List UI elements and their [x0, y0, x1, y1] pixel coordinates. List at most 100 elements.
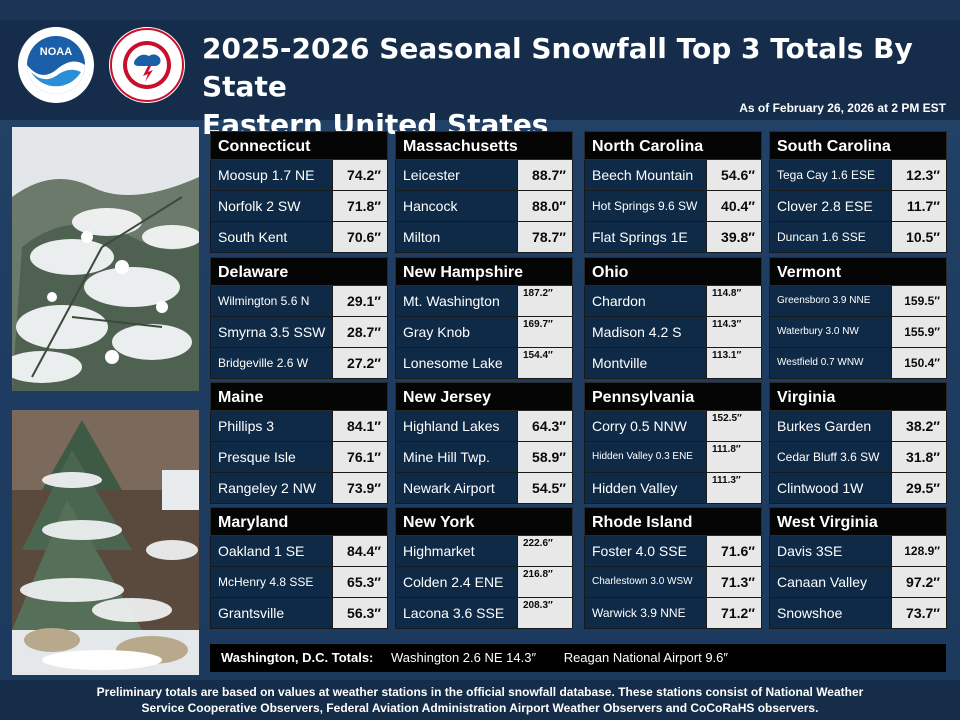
snowfall-total: 11.7″ [892, 191, 946, 221]
state-table-massachusetts: Massachusetts Leicester 88.7″ Hancock 88.0… [395, 131, 573, 253]
state-name: Pennsylvania [584, 382, 762, 411]
table-row: Leicester 88.7″ [395, 160, 573, 191]
snowfall-total: 113.1″ [707, 348, 761, 378]
snowfall-total: 73.9″ [333, 473, 387, 503]
snowfall-total: 31.8″ [892, 442, 946, 472]
snowy-pine-photo [12, 127, 199, 391]
table-row: Madison 4.2 S 114.3″ [584, 317, 762, 348]
footer-disclaimer: Preliminary totals are based on values a… [0, 680, 960, 720]
state-name: South Carolina [769, 131, 947, 160]
snowfall-total: 54.5″ [518, 473, 572, 503]
station-name: Foster 4.0 SSE [585, 536, 707, 566]
table-row: Hot Springs 9.6 SW 40.4″ [584, 191, 762, 222]
dc-total-reagan: Reagan National Airport 9.6″ [563, 650, 729, 665]
state-table-connecticut: Connecticut Moosup 1.7 NE 74.2″ Norfolk 2… [210, 131, 388, 253]
state-name: New Hampshire [395, 257, 573, 286]
table-row: Beech Mountain 54.6″ [584, 160, 762, 191]
snowfall-total: 71.3″ [707, 567, 761, 597]
snowfall-total: 111.8″ [707, 442, 761, 472]
snowfall-total: 114.8″ [707, 286, 761, 316]
state-table-new-hampshire: New Hampshire Mt. Washington 187.2″ Gray … [395, 257, 573, 379]
station-name: Lonesome Lake [396, 348, 518, 378]
snowfall-total: 71.2″ [707, 598, 761, 628]
station-name: Corry 0.5 NNW [585, 411, 707, 441]
state-table-new-jersey: New Jersey Highland Lakes 64.3″ Mine Hill… [395, 382, 573, 504]
snowfall-total: 71.6″ [707, 536, 761, 566]
snowfall-total: 169.7″ [518, 317, 572, 347]
snowfall-total: 12.3″ [892, 160, 946, 190]
table-row: Charlestown 3.0 WSW 71.3″ [584, 567, 762, 598]
table-row: Presque Isle 76.1″ [210, 442, 388, 473]
table-row: Davis 3SE 128.9″ [769, 536, 947, 567]
station-name: Smyrna 3.5 SSW [211, 317, 333, 347]
table-row: Hidden Valley 111.3″ [584, 473, 762, 504]
station-name: Hidden Valley 0.3 ENE [585, 442, 707, 472]
station-name: Clintwood 1W [770, 473, 892, 503]
table-row: Foster 4.0 SSE 71.6″ [584, 536, 762, 567]
table-row: Highland Lakes 64.3″ [395, 411, 573, 442]
table-row: Gray Knob 169.7″ [395, 317, 573, 348]
state-name: Virginia [769, 382, 947, 411]
station-name: South Kent [211, 222, 333, 252]
snowfall-total: 152.5″ [707, 411, 761, 441]
table-row: Duncan 1.6 SSE 10.5″ [769, 222, 947, 253]
table-row: Highmarket 222.6″ [395, 536, 573, 567]
station-name: Cedar Bluff 3.6 SW [770, 442, 892, 472]
table-row: Montville 113.1″ [584, 348, 762, 379]
snowfall-total: 222.6″ [518, 536, 572, 566]
table-row: Corry 0.5 NNW 152.5″ [584, 411, 762, 442]
station-name: Charlestown 3.0 WSW [585, 567, 707, 597]
snowfall-total: 216.8″ [518, 567, 572, 597]
station-name: Canaan Valley [770, 567, 892, 597]
dc-total-washington: Washington 2.6 NE 14.3″ [391, 650, 537, 665]
state-name: Connecticut [210, 131, 388, 160]
table-row: Clover 2.8 ESE 11.7″ [769, 191, 947, 222]
snowfall-total: 88.0″ [518, 191, 572, 221]
table-row: Lonesome Lake 154.4″ [395, 348, 573, 379]
state-name: New Jersey [395, 382, 573, 411]
table-row: Clintwood 1W 29.5″ [769, 473, 947, 504]
table-row: Lacona 3.6 SSE 208.3″ [395, 598, 573, 629]
state-name: West Virginia [769, 507, 947, 536]
station-name: Phillips 3 [211, 411, 333, 441]
station-name: Highmarket [396, 536, 518, 566]
table-row: Flat Springs 1E 39.8″ [584, 222, 762, 253]
state-table-south-carolina: South Carolina Tega Cay 1.6 ESE 12.3″ Clo… [769, 131, 947, 253]
snowfall-total: 64.3″ [518, 411, 572, 441]
station-name: Montville [585, 348, 707, 378]
station-name: Mt. Washington [396, 286, 518, 316]
station-name: Moosup 1.7 NE [211, 160, 333, 190]
station-name: McHenry 4.8 SSE [211, 567, 333, 597]
state-name: Vermont [769, 257, 947, 286]
table-row: Bridgeville 2.6 W 27.2″ [210, 348, 388, 379]
snowfall-total: 159.5″ [892, 286, 946, 316]
table-row: Oakland 1 SE 84.4″ [210, 536, 388, 567]
station-name: Leicester [396, 160, 518, 190]
station-name: Hidden Valley [585, 473, 707, 503]
state-name: New York [395, 507, 573, 536]
state-name: Maryland [210, 507, 388, 536]
station-name: Chardon [585, 286, 707, 316]
station-name: Greensboro 3.9 NNE [770, 286, 892, 316]
table-row: McHenry 4.8 SSE 65.3″ [210, 567, 388, 598]
table-row: Norfolk 2 SW 71.8″ [210, 191, 388, 222]
snowfall-total: 84.1″ [333, 411, 387, 441]
state-table-north-carolina: North Carolina Beech Mountain 54.6″ Hot S… [584, 131, 762, 253]
snowfall-total: 114.3″ [707, 317, 761, 347]
state-name: Ohio [584, 257, 762, 286]
station-name: Norfolk 2 SW [211, 191, 333, 221]
station-name: Flat Springs 1E [585, 222, 707, 252]
station-name: Snowshoe [770, 598, 892, 628]
table-row: Phillips 3 84.1″ [210, 411, 388, 442]
station-name: Beech Mountain [585, 160, 707, 190]
station-name: Wilmington 5.6 N [211, 286, 333, 316]
snowfall-total: 38.2″ [892, 411, 946, 441]
table-row: Hidden Valley 0.3 ENE 111.8″ [584, 442, 762, 473]
snowfall-total: 84.4″ [333, 536, 387, 566]
station-name: Newark Airport [396, 473, 518, 503]
state-table-rhode-island: Rhode Island Foster 4.0 SSE 71.6″ Charles… [584, 507, 762, 629]
table-row: Snowshoe 73.7″ [769, 598, 947, 629]
table-row: Hancock 88.0″ [395, 191, 573, 222]
snowfall-total: 27.2″ [333, 348, 387, 378]
state-table-virginia: Virginia Burkes Garden 38.2″ Cedar Bluff … [769, 382, 947, 504]
